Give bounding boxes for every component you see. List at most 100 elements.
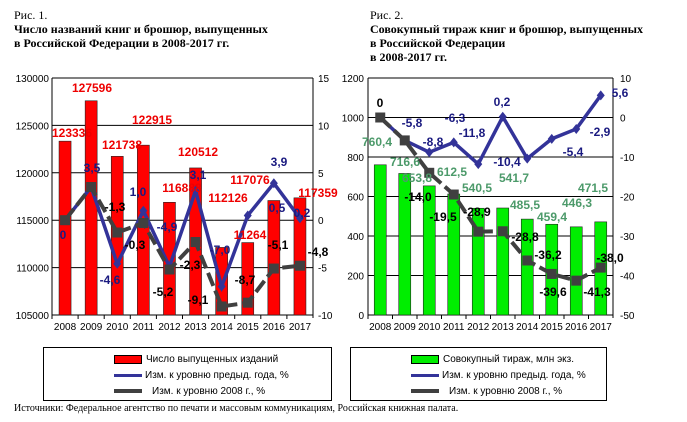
square-marker <box>522 255 533 266</box>
bar-data-label: 612,5 <box>437 165 467 179</box>
vs-2008-data-label: -19,5 <box>429 210 457 224</box>
vs-2008-data-label: -28,9 <box>463 205 491 219</box>
y-right-tick-label: -40 <box>620 272 635 283</box>
square-marker <box>294 260 305 271</box>
bar <box>422 185 436 316</box>
x-tick-label: 2011 <box>443 322 465 333</box>
line-vs-prev-year <box>379 94 603 167</box>
vs-prev-year-data-label: 0 <box>60 228 67 242</box>
legend-item: Изм. к уровню 2008 г., % <box>114 384 265 398</box>
vs-prev-year-data-label: -4,9 <box>157 220 178 234</box>
square-marker <box>112 227 123 238</box>
diamond-marker <box>191 185 200 196</box>
y-left-tick-label: 115000 <box>16 216 49 227</box>
y-right-tick-label: -10 <box>318 311 333 322</box>
square-marker <box>216 301 227 312</box>
y-left-tick-label: 400 <box>347 232 364 243</box>
vs-2008-data-label: -28,8 <box>511 230 539 244</box>
vs-2008-data-label: -41,3 <box>583 285 611 299</box>
y-right-tick-label: 10 <box>318 121 330 132</box>
figure-1-label: Рис. 1. <box>14 8 48 22</box>
diamond-marker <box>243 210 252 221</box>
vs-prev-year-data-label: 0,5 <box>269 201 286 215</box>
bar <box>293 197 307 316</box>
legend-line-swatch <box>411 373 439 377</box>
bar-data-label: 117076 <box>230 173 270 187</box>
bar-data-label: 11264 <box>234 228 267 242</box>
vs-prev-year-data-label: 5,6 <box>612 86 629 100</box>
diamond-marker <box>474 159 483 170</box>
x-tick-label: 2014 <box>211 322 234 333</box>
square-marker <box>571 275 582 286</box>
figure-1-heading: Рис. 1. Число названий книг и брошюр, вы… <box>14 8 268 50</box>
bar <box>58 140 72 316</box>
x-tick-label: 2013 <box>184 322 207 333</box>
y-left-tick-label: 800 <box>347 153 364 164</box>
bar <box>569 226 583 316</box>
vs-prev-year-data-label: -6,3 <box>445 111 466 125</box>
legend-item: Изм. к уровню предыд. года, % <box>411 368 586 382</box>
square-marker <box>60 215 71 226</box>
legend-label: Число выпущенных изданий <box>146 353 279 365</box>
line-vs-prev-year <box>63 180 302 293</box>
x-tick-label: 2012 <box>467 322 490 333</box>
y-left-tick-label: 1000 <box>342 114 365 125</box>
x-tick-label: 2014 <box>516 322 539 333</box>
diamond-marker <box>449 137 458 148</box>
legend-label: Совокупный тираж, млн экз. <box>443 353 575 365</box>
y-left-tick-label: 105000 <box>16 311 50 322</box>
y-left-tick-label: 110000 <box>16 264 49 275</box>
vs-prev-year-data-label: -8,8 <box>423 135 444 149</box>
y-right-tick-label: 10 <box>620 74 632 85</box>
legend-dashed-line-swatch <box>411 389 439 393</box>
bar-data-label: 127596 <box>72 81 112 95</box>
x-tick-label: 2008 <box>369 322 392 333</box>
diamond-marker <box>139 205 148 216</box>
vs-2008-data-label: -39,6 <box>539 285 567 299</box>
vs-2008-data-label: -9,1 <box>188 293 209 307</box>
bar-data-label: 117359 <box>298 186 338 200</box>
chart-1-legend: Число выпущенных изданий Изм. к уровню пр… <box>43 347 332 401</box>
x-tick-label: 2010 <box>418 322 441 333</box>
vs-prev-year-data-label: 3,9 <box>271 155 288 169</box>
vs-prev-year-data-label: -2,9 <box>590 125 611 139</box>
y-right-tick-label: -50 <box>620 311 635 322</box>
legend-dashed-line-swatch <box>114 389 142 393</box>
x-tick-label: 2013 <box>492 322 515 333</box>
bar <box>267 200 281 316</box>
legend-bar-swatch <box>411 354 439 364</box>
square-marker <box>473 226 484 237</box>
bar-data-label: 112126 <box>208 191 248 205</box>
bar <box>373 164 387 316</box>
diamond-marker <box>113 258 122 269</box>
y-right-tick-label: 15 <box>318 74 330 85</box>
line-vs-2008 <box>378 116 602 283</box>
y-left-tick-label: 120000 <box>16 169 50 180</box>
figure-2-label: Рис. 2. <box>370 8 404 22</box>
square-marker <box>164 264 175 275</box>
vs-2008-data-label: -4,8 <box>308 245 329 259</box>
bar-data-label: 471,5 <box>578 181 608 195</box>
x-tick-label: 2011 <box>133 322 155 333</box>
vs-2008-data-label: -5,1 <box>268 238 289 252</box>
legend-label: Изм. к уровню предыд. года, % <box>442 369 586 381</box>
chart-2: 0 200 400 600 800 1000 1200 -50 -40 -30 -20 -10 0 10 2… <box>342 74 635 333</box>
vs-prev-year-data-label: 0,2 <box>294 206 311 220</box>
x-tick-label: 2015 <box>541 322 564 333</box>
legend-label: Изм. к уровню 2008 г., % <box>449 385 563 397</box>
y-right-tick-label: -10 <box>620 153 635 164</box>
y-right-tick-label: -5 <box>318 264 327 275</box>
square-marker <box>399 135 410 146</box>
x-tick-label: 2010 <box>106 322 129 333</box>
diamond-marker <box>523 153 532 164</box>
chart-2-legend: Совокупный тираж, млн экз. Изм. к уровню … <box>350 347 607 401</box>
bar-data-label: 122915 <box>132 113 172 127</box>
y-right-tick-label: -20 <box>620 193 635 204</box>
x-tick-label: 2008 <box>54 322 77 333</box>
vs-2008-data-label: 0 <box>377 96 384 110</box>
vs-2008-data-label: -1,3 <box>105 200 126 214</box>
figure-2-title-line-1: Совокупный тираж книг и брошюр, выпущенн… <box>370 22 643 36</box>
bar-data-label: 121738 <box>102 138 142 152</box>
y-left-tick-label: 200 <box>347 272 364 283</box>
x-tick-label: 2012 <box>158 322 181 333</box>
